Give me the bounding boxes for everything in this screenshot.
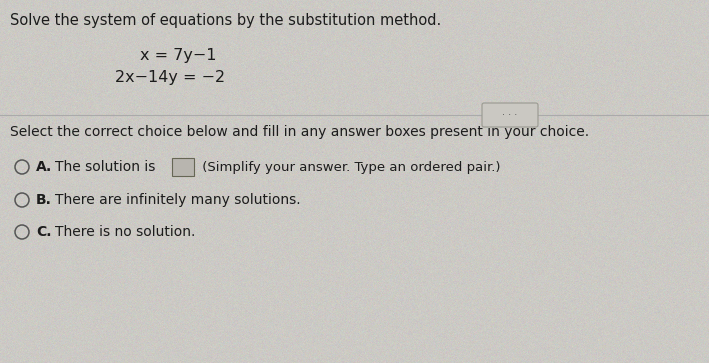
Text: Solve the system of equations by the substitution method.: Solve the system of equations by the sub… (10, 13, 441, 28)
Text: There are infinitely many solutions.: There are infinitely many solutions. (55, 193, 301, 207)
Text: Select the correct choice below and fill in any answer boxes present in your cho: Select the correct choice below and fill… (10, 125, 589, 139)
Text: There is no solution.: There is no solution. (55, 225, 196, 239)
Text: A.: A. (36, 160, 52, 174)
Text: (Simplify your answer. Type an ordered pair.): (Simplify your answer. Type an ordered p… (198, 160, 501, 174)
Text: · · ·: · · · (503, 110, 518, 120)
Text: 2x−14y = −2: 2x−14y = −2 (115, 70, 225, 85)
FancyBboxPatch shape (482, 103, 538, 127)
Text: The solution is: The solution is (55, 160, 155, 174)
Text: x = 7y−1: x = 7y−1 (140, 48, 216, 63)
FancyBboxPatch shape (172, 158, 194, 176)
Text: B.: B. (36, 193, 52, 207)
Text: C.: C. (36, 225, 52, 239)
